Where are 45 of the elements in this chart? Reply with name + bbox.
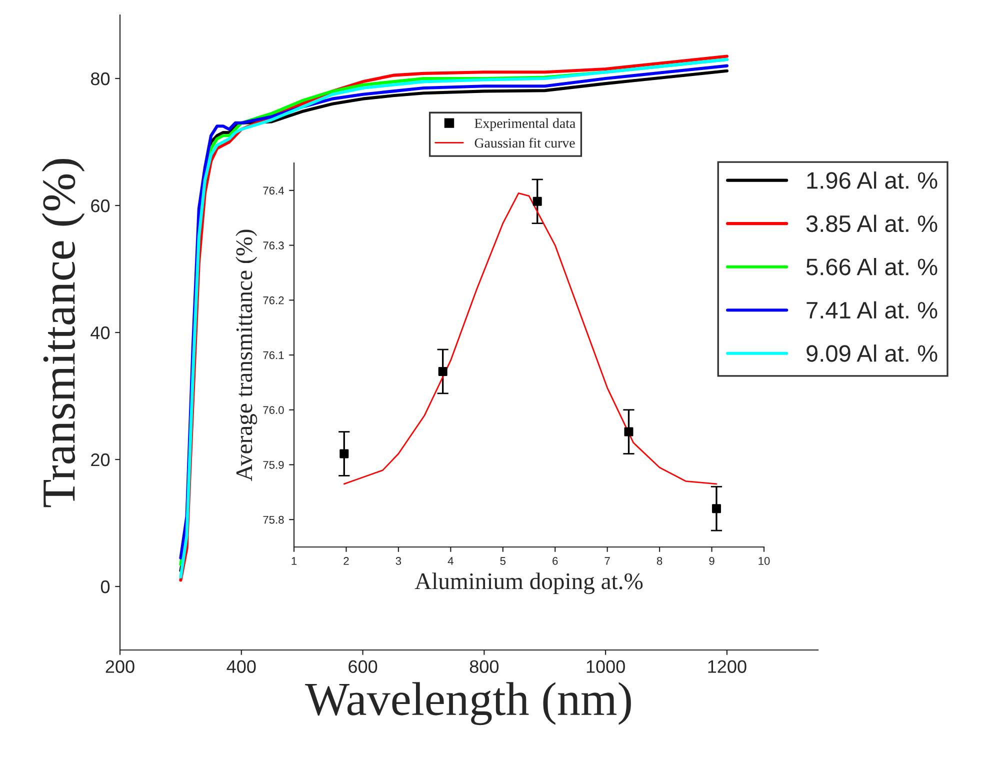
legend-label: 9.09 Al at. %: [806, 344, 938, 362]
x-tick-label: 6: [552, 557, 558, 565]
x-tick-label: 8: [656, 557, 662, 565]
line-series: [343, 192, 718, 485]
y-tick-label: 76.2: [263, 296, 284, 304]
y-tick-label: 40: [90, 326, 110, 340]
x-tick-label: 1200: [708, 660, 746, 673]
point: [624, 427, 634, 436]
x-tick-label: 200: [106, 660, 134, 673]
point: [532, 196, 542, 206]
x-axis-title: Aluminium doping at.%: [414, 572, 643, 594]
x-tick-label: 1000: [586, 660, 625, 673]
x-tick-label: 1: [292, 557, 297, 565]
x-tick-label: 2: [344, 557, 349, 565]
x-tick-label: 600: [348, 660, 378, 673]
legend-label: 7.41 Al at. %: [806, 301, 938, 319]
x-axis-title: Wavelength (nm): [305, 682, 631, 726]
x-tick-label: 4: [448, 557, 454, 565]
x-tick-label: 800: [470, 660, 499, 673]
legend-label: Gaussian fit curve: [474, 138, 575, 148]
y-axis-title: Average transmittance (%): [236, 230, 258, 482]
y-tick-label: 60: [91, 199, 110, 212]
legend-label: 3.85 Al at. %: [806, 214, 938, 232]
x-tick-label: 10: [758, 557, 770, 565]
y-tick-label: 76.3: [263, 242, 284, 250]
y-axis-title: Transmittance (%): [42, 159, 85, 508]
x-tick-label: 5: [500, 557, 506, 565]
point: [438, 366, 448, 376]
y-tick-label: 76.0: [263, 406, 284, 414]
point: [340, 449, 349, 458]
x-tick-label: 7: [604, 557, 610, 565]
legend-label: 1.96 Al at. %: [807, 171, 938, 189]
x-tick-label: 3: [396, 557, 402, 565]
y-tick-label: 20: [91, 453, 110, 466]
y-tick-label: 0: [100, 580, 110, 594]
x-tick-label: 400: [226, 660, 256, 673]
y-tick-label: 76.4: [263, 186, 284, 195]
legend-label: Experimental data: [474, 118, 576, 131]
y-tick-label: 80: [90, 72, 110, 86]
legend-label: 5.66 Al at. %: [806, 258, 938, 276]
y-tick-label: 76.1: [263, 351, 284, 360]
point: [712, 504, 721, 514]
x-tick-label: 9: [709, 557, 714, 565]
y-tick-label: 75.9: [263, 460, 284, 469]
y-tick-label: 75.8: [263, 516, 284, 524]
